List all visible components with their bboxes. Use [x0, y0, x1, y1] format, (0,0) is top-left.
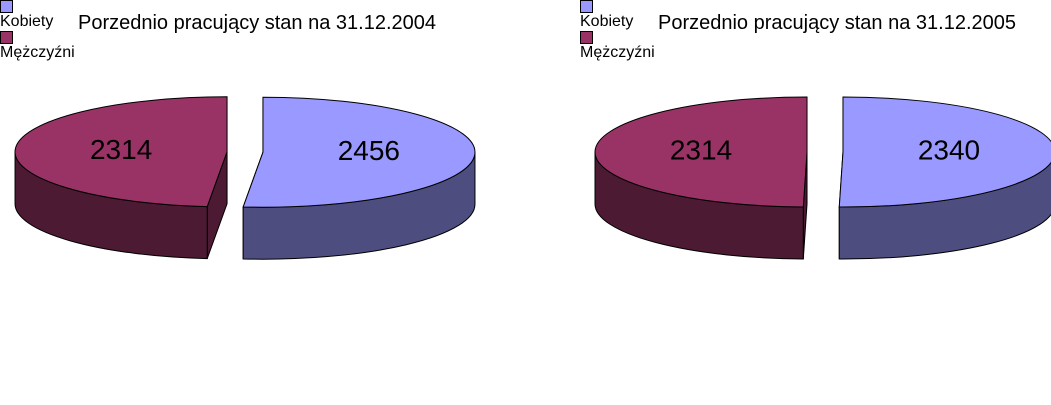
legend: Kobiety Mężczyźni: [580, 0, 1051, 62]
data-label: 2314: [670, 134, 732, 165]
pie-area: 2340 2314: [594, 96, 1051, 260]
legend-item: Kobiety: [0, 0, 525, 31]
legend-swatch: [580, 0, 593, 13]
legend-item: Mężczyźni: [580, 31, 1051, 62]
data-label: 2340: [918, 134, 980, 165]
pie-slice: [594, 96, 808, 260]
data-label: 2314: [90, 134, 152, 165]
legend-label: Mężczyźni: [0, 44, 75, 61]
chart: Porzednio pracujący stan na 31.12.2004 24…: [0, 0, 525, 405]
legend: Kobiety Mężczyźni: [0, 0, 525, 62]
legend-item: Kobiety: [580, 0, 1051, 31]
chart: Porzednio pracujący stan na 31.12.2005 23…: [580, 0, 1051, 405]
chart-title: Porzednio pracujący stan na 31.12.2004: [77, 12, 437, 34]
data-label: 2456: [338, 135, 400, 166]
legend-label: Mężczyźni: [580, 44, 655, 61]
chart-title: Porzednio pracujący stan na 31.12.2005: [657, 12, 1017, 34]
legend-item: Mężczyźni: [0, 31, 525, 62]
legend-swatch: [0, 31, 13, 44]
pie-area: 2456 2314: [14, 96, 476, 260]
pie-slice: [838, 96, 1051, 260]
slice-top: [14, 96, 228, 208]
slice-top: [242, 96, 476, 208]
legend-label: Kobiety: [580, 13, 634, 30]
slice-top: [838, 96, 1051, 208]
slice-top: [594, 96, 808, 208]
legend-swatch: [580, 31, 593, 44]
pie-slice: [14, 96, 228, 260]
legend-swatch: [0, 0, 13, 13]
legend-label: Kobiety: [0, 13, 54, 30]
pie-slice: [242, 96, 476, 260]
